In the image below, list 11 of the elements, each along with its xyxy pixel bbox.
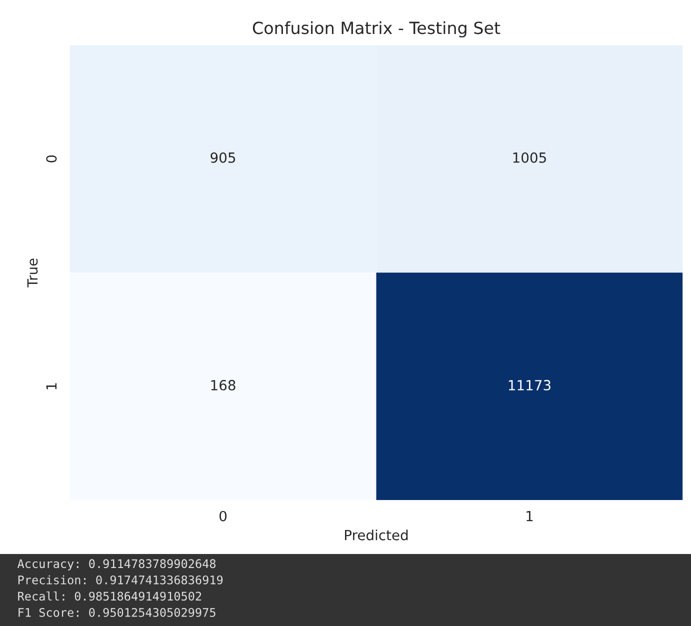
data-label: 11173 [508,380,550,390]
text: Recall: 0.9851864914910502 [18,591,202,601]
y-axis-title: True [27,258,38,288]
data-label: 1005 [513,152,546,163]
data-label: 905 [210,152,236,163]
text: F1 Score: 0.9501254305029975 [18,608,216,617]
chart-title: Confusion Matrix - Testing Set [252,21,500,38]
x-axis-title: Predicted [345,530,408,540]
data-label: 168 [211,380,236,390]
text: Accuracy: 0.9114783789902648 [17,559,216,570]
text: Precision: 0.9174741336836919 [18,575,223,584]
